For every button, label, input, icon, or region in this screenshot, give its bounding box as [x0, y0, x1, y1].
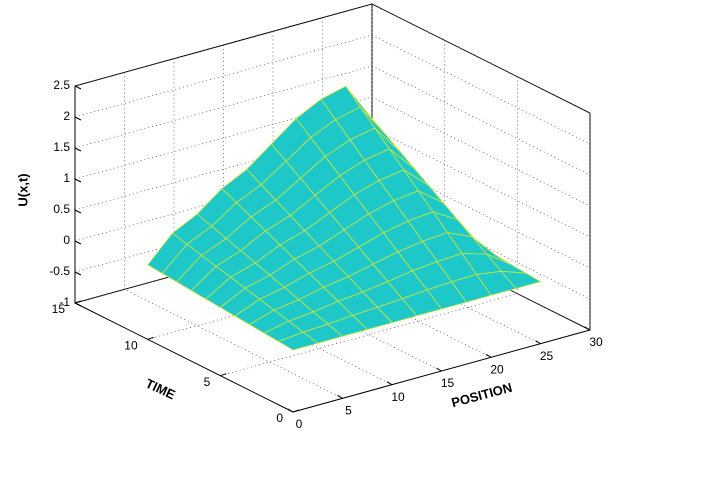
grid-line: [371, 220, 591, 331]
grid-line: [74, 34, 373, 118]
grid-line: [220, 293, 518, 377]
grid-line: [74, 65, 373, 149]
x-tick: [485, 353, 492, 358]
x-tick: [386, 381, 393, 386]
grid-line: [223, 261, 442, 372]
grid-line: [371, 3, 591, 114]
grid-line: [124, 289, 343, 399]
z-tick-label: -0.5: [49, 264, 70, 278]
z-tick-label: -1: [59, 295, 70, 309]
grid-line: [371, 127, 591, 238]
y-tick-label: 15: [52, 302, 66, 316]
y-tick: [147, 336, 154, 340]
x-tick-label: 25: [540, 349, 554, 363]
grid-line: [371, 34, 591, 145]
z-tick-label: 1: [63, 171, 70, 185]
grid-line: [322, 234, 541, 344]
grid-line: [371, 96, 591, 207]
x-tick-label: 10: [391, 390, 405, 404]
x-axis-label: POSITION: [450, 380, 514, 411]
x-tick-label: 30: [589, 335, 603, 349]
y-axis: [74, 302, 294, 413]
y-axis-label: TIME: [143, 376, 178, 403]
z-tick: [74, 147, 82, 152]
y-tick: [220, 373, 227, 377]
x-tick-label: 15: [441, 376, 455, 390]
x-tick-label: 20: [490, 363, 504, 377]
grid-line: [371, 65, 591, 176]
y-tick: [292, 409, 300, 413]
y-tick-label: 10: [124, 339, 138, 353]
z-tick: [74, 209, 82, 214]
x-tick: [436, 367, 442, 372]
grid-line: [74, 3, 373, 87]
y-tick-label: 0: [276, 411, 283, 425]
surface-patch: [277, 331, 319, 351]
z-tick-label: 2.5: [53, 78, 70, 92]
x-tick: [535, 340, 541, 345]
y-tick-label: 5: [204, 375, 211, 389]
z-tick: [74, 302, 82, 307]
z-tick-label: 0.5: [53, 202, 70, 216]
x-tick-label: 5: [345, 404, 352, 418]
x-tick: [337, 394, 343, 399]
z-tick: [74, 240, 82, 245]
grid-line: [272, 248, 492, 358]
x-tick-label: 0: [296, 417, 303, 431]
y-tick: [74, 300, 82, 304]
z-axis-label: U(x,t): [15, 173, 30, 206]
x-tick: [584, 326, 591, 331]
z-tick-label: 2: [63, 109, 70, 123]
z-tick: [74, 116, 82, 121]
z-tick: [74, 178, 82, 183]
z-tick-label: 0: [63, 233, 70, 247]
z-tick-label: 1.5: [53, 140, 70, 154]
z-tick: [74, 85, 82, 90]
grid-line: [173, 275, 393, 385]
z-tick: [74, 271, 82, 276]
x-tick: [287, 408, 294, 413]
